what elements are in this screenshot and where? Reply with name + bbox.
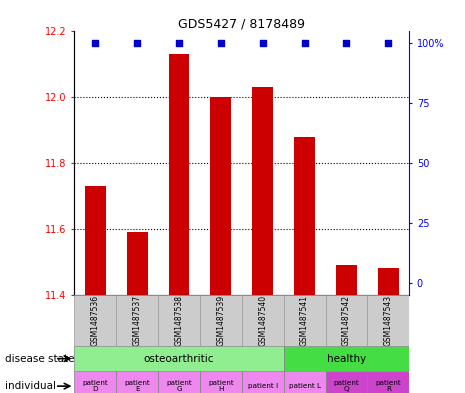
Point: [301, 40, 308, 46]
FancyBboxPatch shape: [242, 371, 284, 393]
Bar: [294, 137, 315, 295]
Text: GSM1487536: GSM1487536: [91, 295, 100, 346]
Bar: [168, 55, 189, 295]
Title: GDS5427 / 8178489: GDS5427 / 8178489: [178, 17, 306, 30]
FancyBboxPatch shape: [242, 295, 284, 346]
Bar: [336, 265, 357, 295]
Bar: [210, 97, 231, 295]
FancyBboxPatch shape: [367, 371, 409, 393]
FancyBboxPatch shape: [200, 371, 242, 393]
Text: patient L: patient L: [289, 383, 320, 389]
Text: GSM1487543: GSM1487543: [384, 295, 393, 346]
FancyBboxPatch shape: [158, 295, 200, 346]
Bar: [126, 232, 147, 295]
Text: GSM1487537: GSM1487537: [133, 295, 142, 346]
FancyBboxPatch shape: [74, 346, 284, 371]
FancyBboxPatch shape: [200, 295, 242, 346]
FancyBboxPatch shape: [326, 371, 367, 393]
Text: individual: individual: [5, 381, 56, 391]
Point: [217, 40, 225, 46]
Point: [259, 40, 266, 46]
Point: [343, 40, 350, 46]
Point: [92, 40, 99, 46]
Text: patient I: patient I: [248, 383, 278, 389]
FancyBboxPatch shape: [116, 295, 158, 346]
Bar: [252, 87, 273, 295]
Point: [175, 40, 183, 46]
Text: patient
R: patient R: [375, 380, 401, 392]
FancyBboxPatch shape: [158, 371, 200, 393]
FancyBboxPatch shape: [284, 346, 409, 371]
FancyBboxPatch shape: [367, 295, 409, 346]
Text: GSM1487539: GSM1487539: [216, 295, 226, 346]
Text: healthy: healthy: [327, 354, 366, 364]
FancyBboxPatch shape: [74, 295, 116, 346]
Text: disease state: disease state: [5, 354, 74, 364]
FancyBboxPatch shape: [284, 371, 325, 393]
Text: osteoarthritic: osteoarthritic: [144, 354, 214, 364]
Bar: [378, 268, 399, 295]
Text: patient
Q: patient Q: [333, 380, 359, 392]
Text: patient
D: patient D: [82, 380, 108, 392]
Point: [385, 40, 392, 46]
FancyBboxPatch shape: [284, 295, 325, 346]
Text: GSM1487540: GSM1487540: [258, 295, 267, 346]
Bar: [85, 186, 106, 295]
Text: GSM1487541: GSM1487541: [300, 295, 309, 346]
FancyBboxPatch shape: [116, 371, 158, 393]
FancyBboxPatch shape: [326, 295, 367, 346]
Text: patient
H: patient H: [208, 380, 234, 392]
Text: GSM1487542: GSM1487542: [342, 295, 351, 346]
Text: GSM1487538: GSM1487538: [174, 295, 184, 346]
Text: patient
G: patient G: [166, 380, 192, 392]
FancyBboxPatch shape: [74, 371, 116, 393]
Text: patient
E: patient E: [124, 380, 150, 392]
Point: [133, 40, 141, 46]
